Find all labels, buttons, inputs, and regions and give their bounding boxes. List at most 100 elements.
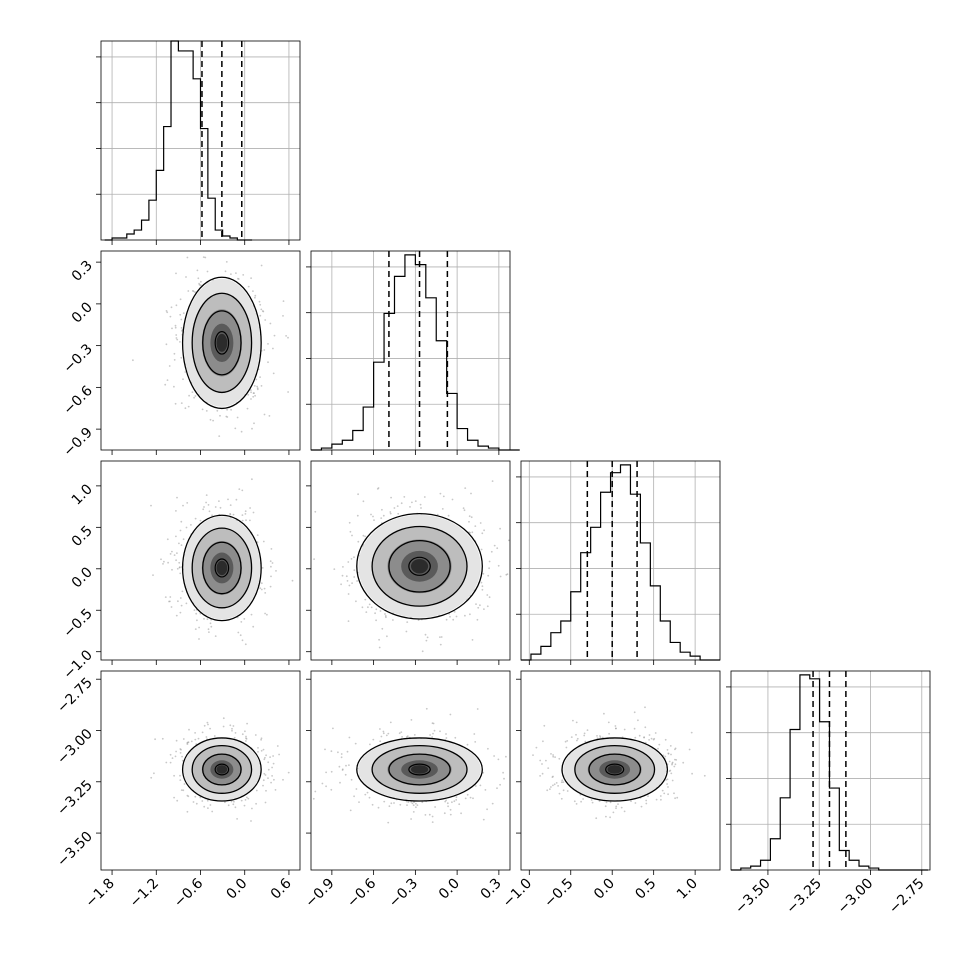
sample-point (179, 529, 182, 532)
sample-point (194, 291, 197, 294)
sample-point (252, 625, 255, 628)
joint-panel (313, 480, 510, 653)
sample-point (187, 795, 190, 798)
sample-point (249, 507, 252, 509)
sample-point (287, 336, 289, 339)
sample-point (479, 604, 481, 607)
sample-point (666, 778, 669, 781)
sample-point (405, 736, 408, 738)
sample-point (160, 558, 162, 561)
sample-point (270, 548, 273, 550)
sample-point (179, 748, 182, 750)
sample-point (486, 594, 489, 596)
sample-point (552, 755, 555, 758)
sample-point (406, 804, 408, 806)
sample-point (206, 618, 209, 621)
contour-line (408, 763, 431, 776)
sample-point (470, 516, 473, 519)
sample-point (645, 799, 648, 802)
sample-point (572, 719, 574, 722)
sample-point (197, 277, 200, 280)
sample-point (479, 784, 482, 787)
sample-point (584, 740, 587, 743)
sample-point (181, 329, 183, 332)
sample-point (239, 634, 242, 637)
sample-point (287, 771, 290, 774)
sample-point (474, 785, 477, 787)
sample-point (488, 567, 490, 570)
sample-point (551, 776, 554, 778)
sample-point (230, 800, 233, 803)
x-tick-label: 0.0 (436, 876, 463, 903)
sample-point (562, 789, 565, 792)
sample-point (667, 786, 669, 788)
sample-point (271, 562, 274, 564)
sample-point (490, 550, 493, 553)
x-tick-label: −1.0 (500, 876, 535, 911)
sample-point (170, 306, 173, 309)
sample-point (415, 802, 417, 805)
sample-point (410, 719, 413, 721)
sample-point (425, 707, 428, 710)
sample-point (385, 734, 388, 737)
sample-point (655, 798, 658, 801)
sample-point (175, 614, 178, 617)
sample-point (341, 574, 344, 577)
sample-point (198, 282, 201, 285)
sample-point (671, 762, 674, 765)
sample-point (353, 576, 356, 578)
sample-point (184, 407, 187, 410)
y-tick-label: 0.3 (69, 258, 96, 285)
sample-point (196, 619, 198, 622)
sample-point (647, 795, 649, 798)
sample-point (417, 619, 420, 621)
sample-point (362, 500, 365, 503)
sample-point (186, 810, 189, 813)
sample-point (269, 756, 271, 758)
sample-point (558, 757, 561, 760)
sample-point (253, 385, 256, 387)
sample-point (477, 606, 480, 609)
sample-point (344, 773, 347, 776)
sample-point (272, 347, 274, 350)
sample-point (447, 514, 450, 517)
sample-point (169, 753, 172, 756)
sample-point (186, 743, 189, 745)
sample-point (321, 782, 324, 785)
sample-point (644, 726, 647, 729)
contour-line (356, 737, 483, 802)
sample-point (413, 801, 415, 804)
x-tick-label: −1.8 (83, 876, 118, 911)
sample-point (650, 737, 653, 740)
sample-point (241, 733, 244, 736)
x-tick-label: −0.9 (302, 876, 337, 911)
sample-point (256, 534, 259, 536)
sample-point (244, 513, 247, 515)
sample-point (440, 636, 443, 638)
sample-point (180, 789, 183, 791)
sample-point (257, 747, 259, 749)
sample-point (154, 738, 157, 741)
sample-point (481, 588, 484, 591)
x-tick-label: −0.6 (171, 875, 206, 910)
sample-point (263, 772, 266, 775)
sample-point (207, 723, 209, 726)
sample-point (482, 818, 485, 821)
sample-point (193, 609, 196, 611)
sample-point (703, 774, 706, 777)
sample-point (169, 761, 172, 764)
sample-point (245, 738, 248, 740)
sample-point (659, 795, 662, 797)
sample-point (471, 531, 474, 534)
sample-point (573, 800, 576, 803)
sample-point (424, 633, 427, 636)
x-tick-label: −1.2 (127, 876, 162, 911)
sample-point (369, 743, 371, 746)
sample-point (209, 418, 212, 421)
sample-point (185, 602, 188, 605)
y-tick-label: −3.00 (54, 726, 96, 768)
y-tick-label: −0.6 (60, 383, 95, 418)
sample-point (346, 580, 349, 582)
sample-point (176, 338, 179, 341)
sample-point (186, 502, 189, 504)
